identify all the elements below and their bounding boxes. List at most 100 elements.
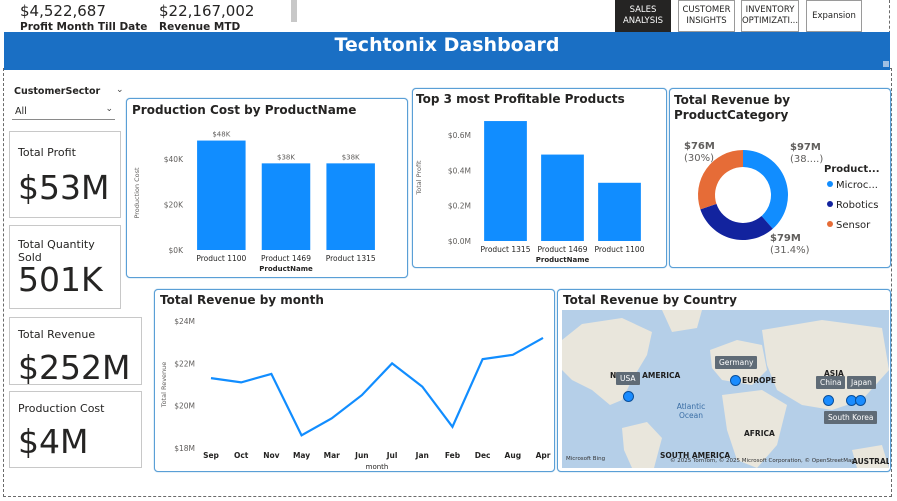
profit-mtd-value: $4,522,687 [20, 2, 106, 20]
legend-entry: Sensor [836, 220, 871, 231]
map-tooltip-usa: USA [616, 372, 640, 385]
map-bubble-usa[interactable] [623, 391, 634, 402]
revenue-line [210, 336, 544, 437]
revenue-category-donut[interactable]: $97M(38....) $79M(31.4%) $76M(30%) Product.… [670, 89, 892, 269]
total-quantity-label: Total Quantity Sold [18, 238, 95, 264]
total-revenue-card: Total Revenue $252M [9, 317, 142, 387]
production-cost-label: Production Cost [18, 402, 105, 415]
map-tooltip-south-korea: South Korea [824, 411, 878, 424]
legend-marker [827, 201, 833, 207]
production-cost-chart-card[interactable]: Production Cost by ProductName $0K $20K $4… [126, 98, 408, 278]
x-tick-label: Product 1315 [481, 245, 531, 254]
x-tick-label: Nov [263, 451, 279, 460]
map-bubble-germany[interactable] [730, 375, 741, 386]
map-bubble-japan[interactable] [855, 395, 866, 406]
x-tick-label: Product 1469 [538, 245, 588, 254]
x-tick-label: May [293, 451, 310, 460]
nav-sales-analysis-button[interactable]: SALES ANALYSIS [615, 0, 671, 32]
map-tooltip-japan: Japan [847, 376, 876, 389]
revenue-category-chart-title: Total Revenue by ProductCategory [674, 93, 791, 122]
revenue-month-chart-title: Total Revenue by month [160, 293, 324, 307]
x-tick-label: Product 1469 [261, 254, 311, 263]
revenue-month-chart-card[interactable]: Total Revenue by month $18M $20M $22M $24M T… [154, 289, 555, 472]
top-profitable-chart[interactable]: $0.0M $0.2M $0.4M $0.6M Total Profit Product … [413, 89, 668, 269]
y-tick-label: $0.4M [448, 166, 471, 175]
top-profitable-chart-title: Top 3 most Profitable Products [416, 92, 625, 106]
slice-label-percent: (30%) [684, 153, 714, 164]
bar [326, 163, 375, 250]
slicer-label: CustomerSector [14, 86, 101, 97]
revenue-category-chart-card[interactable]: Total Revenue by ProductCategory $97M (38… [669, 88, 891, 268]
slicer-value: All [15, 106, 27, 117]
dashboard-banner: Techtonix Dashboard [4, 32, 890, 70]
production-cost-value: $4M [18, 422, 89, 461]
profit-mtd-label: Profit Month Till Date [20, 21, 148, 33]
x-tick-label: Product 1100 [196, 254, 246, 263]
y-tick-label: $0K [169, 246, 185, 255]
bar [484, 121, 527, 241]
x-tick-label: Jul [386, 451, 398, 460]
production-cost-card: Production Cost $4M [9, 391, 142, 468]
slicer-dropdown[interactable]: All ⌄ [12, 102, 115, 120]
map-bubble-china[interactable] [823, 395, 834, 406]
map-attribution[interactable]: © 2025 TomTom, © 2025 Microsoft Corporat… [670, 458, 855, 464]
y-tick-label: $20M [174, 402, 195, 411]
legend-title: Product... [824, 164, 880, 175]
x-axis-title: ProductName [259, 265, 313, 273]
revenue-country-map-title: Total Revenue by Country [563, 293, 737, 307]
nav-inventory-button[interactable]: INVENTORY OPTIMIZATI... [741, 0, 799, 32]
slicer-collapse-chevron-icon[interactable]: ⌄ [116, 85, 124, 95]
x-axis-title: ProductName [536, 256, 590, 264]
nav-expansion-button[interactable]: Expansion [806, 0, 862, 32]
y-tick-label: $0.6M [448, 131, 471, 140]
y-axis-title: Total Profit [415, 160, 423, 196]
chevron-down-icon: ⌄ [105, 104, 113, 114]
slice-label: $97M [790, 142, 821, 153]
y-tick-label: $40K [164, 155, 184, 164]
donut-slice [700, 203, 773, 241]
world-map[interactable]: NORTH AMERICA EUROPE ASIA AFRICA SOUTH A… [562, 310, 889, 468]
map-land-shapes [562, 310, 889, 468]
y-axis-title: Production Cost [133, 167, 141, 219]
revenue-month-line-chart[interactable]: $18M $20M $22M $24M Total Revenue Sep Oct Nov Ma… [155, 290, 556, 473]
map-label-asia: ASIA [824, 369, 844, 378]
top-profitable-chart-card[interactable]: Top 3 most Profitable Products $0.0M $0.2… [412, 88, 667, 268]
legend-marker [827, 181, 833, 187]
y-tick-label: $22M [174, 359, 195, 368]
production-cost-chart[interactable]: $0K $20K $40K Production Cost Product 1100 $4… [127, 99, 409, 279]
slice-label-percent: (31.4%) [770, 245, 810, 256]
x-tick-label: Apr [536, 451, 551, 460]
slice-label: $79M [770, 233, 801, 244]
x-tick-label: Jun [354, 451, 368, 460]
map-label-australia: AUSTRAL [852, 457, 889, 466]
map-label-north-america: NORTH AMERICA [610, 371, 681, 380]
y-tick-label: $0.0M [448, 237, 471, 246]
slice-label: $76M [684, 141, 715, 152]
kpi-scrollbar[interactable] [291, 0, 297, 22]
x-tick-label: Feb [445, 451, 461, 460]
x-tick-label: Mar [324, 451, 341, 460]
total-profit-value: $53M [18, 168, 110, 207]
map-label-ocean: Atlantic Ocean [676, 402, 706, 420]
map-tooltip-germany: Germany [715, 356, 758, 369]
nav-customer-insights-button[interactable]: CUSTOMER INSIGHTS [678, 0, 735, 32]
donut-slice [698, 150, 743, 210]
x-tick-label: Dec [475, 451, 491, 460]
map-label-europe: EUROPE [742, 376, 776, 385]
total-quantity-card: Total Quantity Sold 501K [9, 225, 121, 309]
data-label: $48K [212, 131, 230, 139]
x-tick-label: Aug [505, 451, 522, 460]
y-tick-label: $0.2M [448, 202, 471, 211]
x-tick-label: Oct [234, 451, 249, 460]
total-revenue-value: $252M [18, 348, 131, 387]
data-label: $38K [277, 153, 295, 161]
revenue-mtd-value: $22,167,002 [159, 2, 255, 20]
bar [598, 182, 641, 241]
total-profit-label: Total Profit [18, 146, 76, 159]
map-tooltip-china: China [816, 376, 846, 389]
bing-logo: Microsoft Bing [566, 456, 606, 462]
bar [197, 140, 246, 250]
legend-marker [827, 221, 833, 227]
data-label: $38K [342, 153, 360, 161]
total-revenue-label: Total Revenue [18, 328, 96, 341]
